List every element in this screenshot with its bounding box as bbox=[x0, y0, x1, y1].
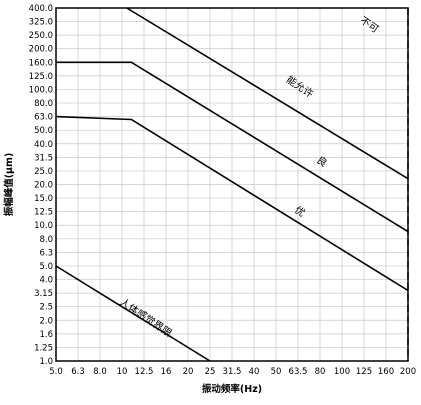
x-tick-label: 16 bbox=[161, 367, 172, 377]
y-tick-label: 20.0 bbox=[34, 181, 53, 191]
x-tick-label: 8.0 bbox=[93, 367, 107, 377]
series-lines bbox=[55, 7, 409, 362]
series-line bbox=[56, 61, 409, 233]
x-tick-label: 5.0 bbox=[49, 367, 63, 377]
y-tick-label: 25.0 bbox=[34, 167, 53, 177]
grid bbox=[55, 7, 409, 362]
y-tick-label: 1.25 bbox=[34, 343, 53, 353]
y-tick-labels: 1.0 1.25 1.6 2.0 2.5 3.15 4.0 5.0 6.3 8.0 10.0 12.5… bbox=[29, 4, 53, 367]
zone-label: 良 bbox=[314, 153, 330, 169]
y-tick-label: 5.0 bbox=[39, 262, 53, 272]
x-tick-label: 6.3 bbox=[71, 367, 85, 377]
zone-label: 优 bbox=[292, 203, 308, 219]
x-tick-label: 50 bbox=[271, 367, 282, 377]
y-tick-label: 1.6 bbox=[39, 330, 53, 340]
y-tick-label: 100.0 bbox=[29, 85, 53, 95]
x-tick-label: 200 bbox=[400, 367, 416, 377]
x-tick-label: 125 bbox=[356, 367, 372, 377]
x-tick-label: 10 bbox=[117, 367, 128, 377]
y-tick-label: 80.0 bbox=[34, 99, 53, 109]
x-tick-label: 40 bbox=[249, 367, 260, 377]
y-tick-label: 10.0 bbox=[34, 221, 53, 231]
y-tick-label: 160.0 bbox=[29, 58, 53, 68]
series-line bbox=[126, 7, 409, 180]
y-tick-label: 200.0 bbox=[29, 45, 53, 55]
y-tick-label: 40.0 bbox=[34, 140, 53, 150]
y-tick-label: 4.0 bbox=[39, 276, 53, 286]
y-tick-label: 8.0 bbox=[39, 235, 53, 245]
y-tick-label: 3.15 bbox=[34, 289, 53, 299]
y-tick-label: 6.3 bbox=[39, 248, 53, 258]
zone-label: 能允许 bbox=[284, 73, 316, 101]
x-axis-title: 振动频率(Hz) bbox=[202, 383, 262, 395]
y-tick-label: 1.0 bbox=[39, 357, 53, 367]
x-tick-label: 20 bbox=[183, 367, 194, 377]
y-tick-label: 2.0 bbox=[39, 316, 53, 326]
series-line bbox=[55, 265, 211, 362]
x-tick-label: 63.5 bbox=[289, 367, 308, 377]
y-tick-label: 250.0 bbox=[29, 31, 53, 41]
x-tick-label: 80 bbox=[315, 367, 326, 377]
y-axis-title: 振幅峰值(μm) bbox=[3, 153, 15, 217]
x-tick-label: 25 bbox=[205, 367, 216, 377]
x-tick-label: 100 bbox=[334, 367, 350, 377]
x-tick-label: 31.5 bbox=[223, 367, 242, 377]
y-tick-label: 2.5 bbox=[39, 303, 53, 313]
x-tick-label: 160 bbox=[378, 367, 394, 377]
y-tick-label: 125.0 bbox=[29, 72, 53, 82]
y-tick-label: 400.0 bbox=[29, 4, 53, 14]
y-tick-label: 12.5 bbox=[34, 208, 53, 218]
zone-label: 不可 bbox=[358, 15, 381, 35]
y-tick-label: 325.0 bbox=[29, 18, 53, 28]
y-tick-label: 15.0 bbox=[34, 194, 53, 204]
y-tick-label: 31.5 bbox=[34, 153, 53, 163]
x-tick-label: 12.5 bbox=[135, 367, 154, 377]
y-tick-label: 50.0 bbox=[34, 126, 53, 136]
y-tick-label: 63.0 bbox=[34, 113, 53, 123]
series-line bbox=[55, 115, 409, 292]
x-tick-labels: 5.0 6.3 8.0 10 12.5 16 20 25 31.5 40 50 63.5 80 100 12… bbox=[49, 367, 416, 377]
